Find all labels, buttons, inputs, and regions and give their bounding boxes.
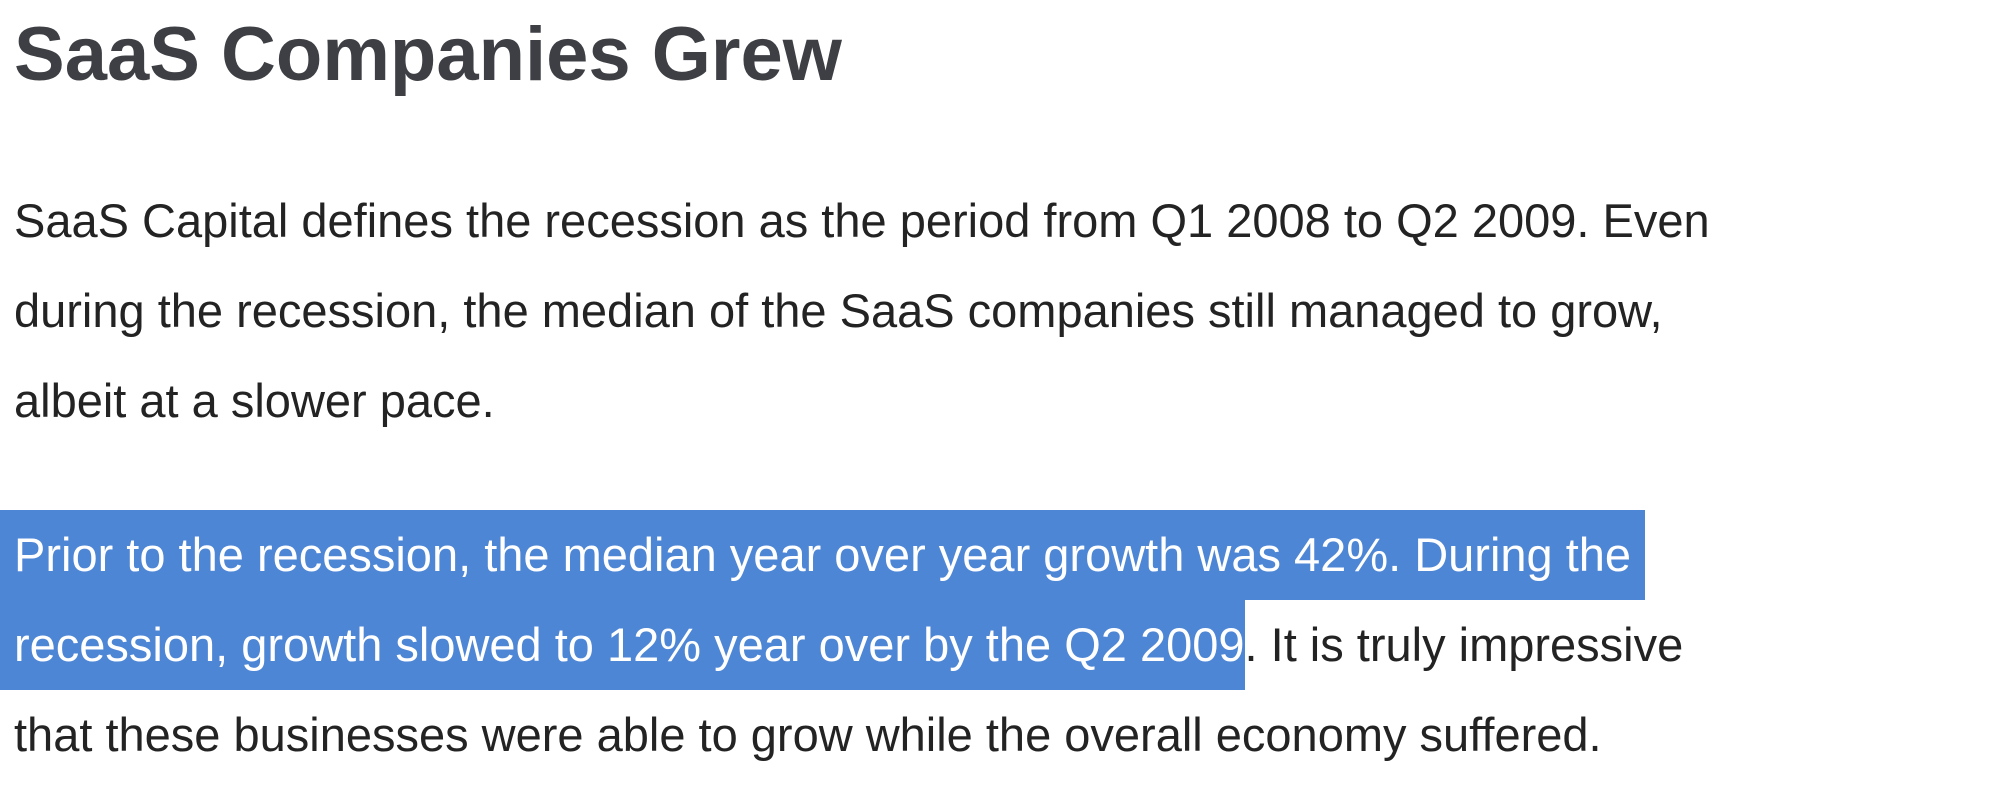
paragraph-recession-definition: SaaS Capital defines the recession as th… bbox=[14, 176, 1710, 446]
unselected-text: . It is truly impressive bbox=[1244, 618, 1684, 671]
paragraph-line: SaaS Capital defines the recession as th… bbox=[14, 194, 1710, 247]
paragraph-line: recession, growth slowed to 12% year ove… bbox=[0, 600, 1684, 690]
selected-text[interactable]: Prior to the recession, the median year … bbox=[0, 510, 1646, 600]
paragraph-line: during the recession, the median of the … bbox=[14, 284, 1663, 337]
selected-text[interactable]: recession, growth slowed to 12% year ove… bbox=[0, 600, 1245, 690]
paragraph-line: Prior to the recession, the median year … bbox=[0, 510, 1683, 600]
paragraph-growth-stats: Prior to the recession, the median year … bbox=[0, 510, 1684, 780]
article-heading: SaaS Companies Grew bbox=[14, 12, 842, 97]
paragraph-line: that these businesses were able to grow … bbox=[14, 708, 1602, 761]
paragraph-line: albeit at a slower pace. bbox=[14, 374, 495, 427]
